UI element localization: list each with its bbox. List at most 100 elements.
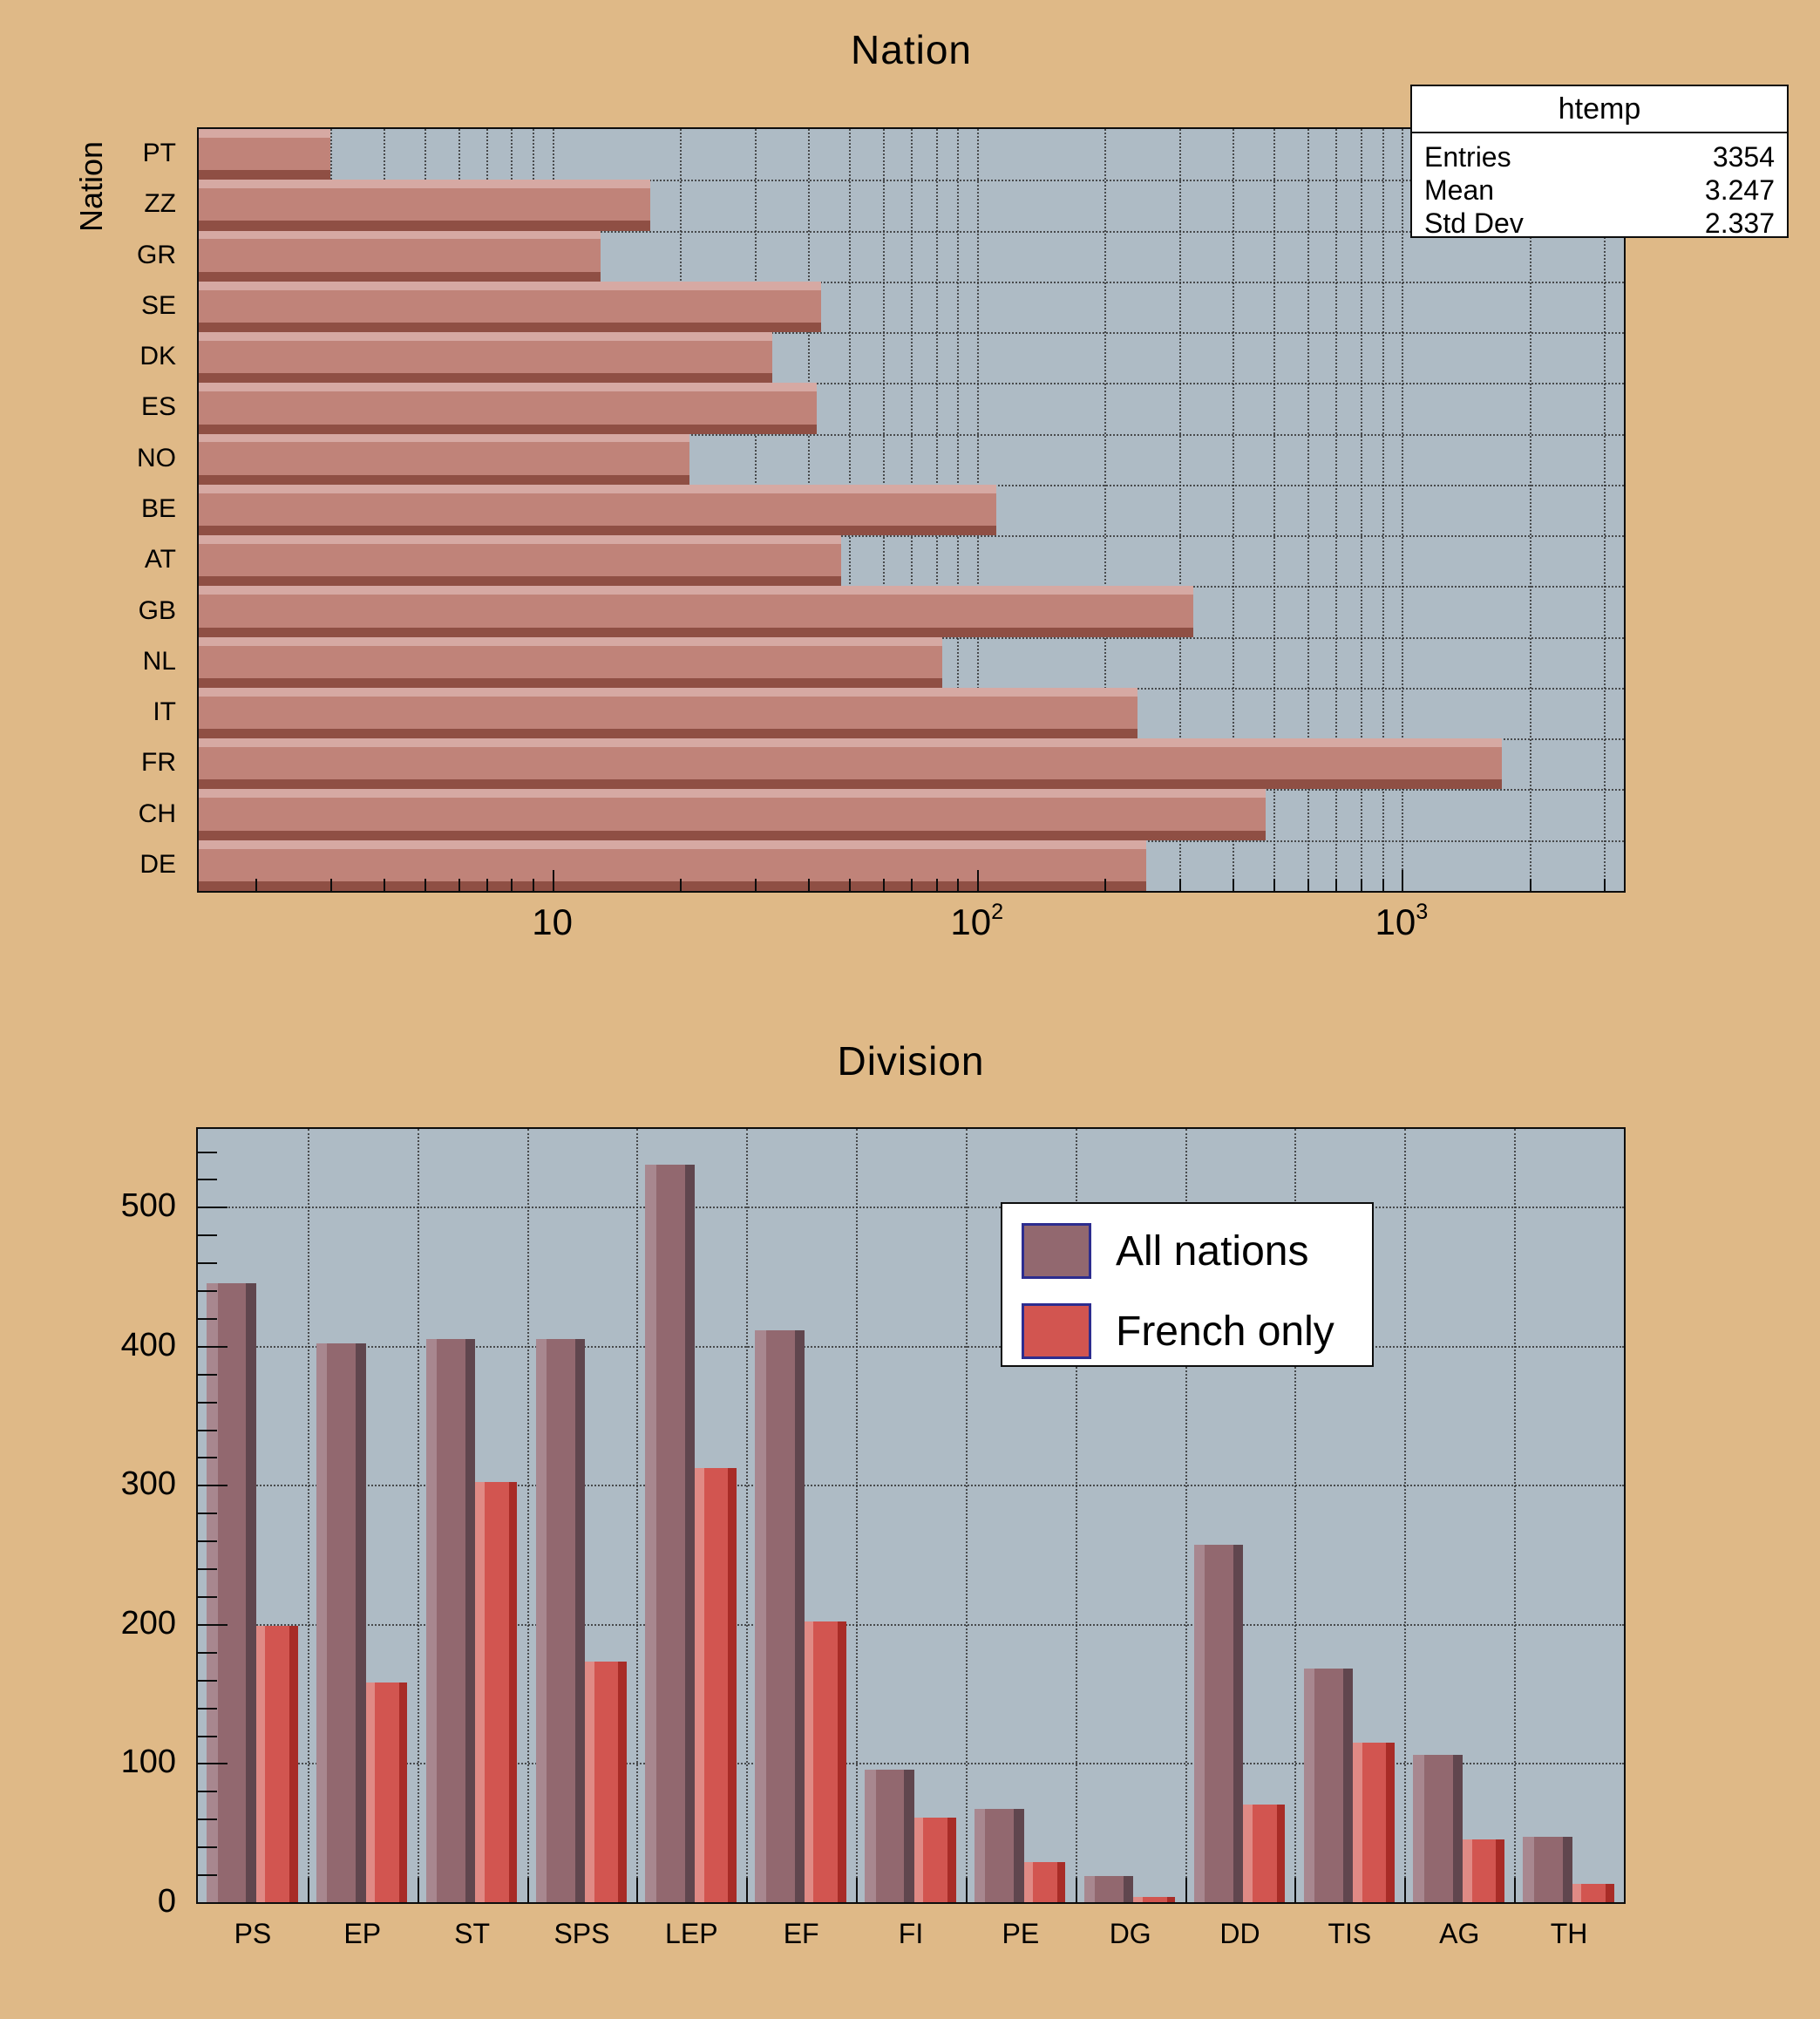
- nation-x-tick-label: 103: [1375, 900, 1429, 942]
- bar-strip-body: [1033, 1861, 1057, 1902]
- division-y-minor-tick: [198, 1791, 217, 1793]
- stats-value: 3354: [1712, 141, 1775, 173]
- stats-row: Mean 3.247: [1424, 173, 1775, 207]
- bar-strip-dark: [199, 526, 996, 536]
- nation-row-label-NL: NL: [142, 646, 176, 676]
- bar-strip-body: [199, 645, 943, 678]
- division-x-label-TH: TH: [1550, 1918, 1588, 1949]
- division-gridline-cat: [965, 1129, 968, 1902]
- division-x-label-SPS: SPS: [553, 1918, 610, 1949]
- division-bar-french-FI: [913, 1817, 956, 1902]
- nation-row-label-BE: BE: [140, 494, 176, 523]
- division-y-minor-tick: [198, 1373, 217, 1376]
- division-x-label-EF: EF: [783, 1918, 819, 1949]
- bar-strip-light: [585, 1662, 594, 1902]
- nation-gridline-row: [199, 230, 1624, 233]
- division-bar-all-EP: [316, 1343, 366, 1902]
- bar-strip-dark: [199, 271, 601, 282]
- nation-gridline-x: [1604, 129, 1606, 891]
- legend-swatch: [1022, 1223, 1091, 1279]
- bar-strip-dark: [618, 1662, 628, 1902]
- bar-strip-dark: [1233, 1545, 1244, 1902]
- division-gridline-y: [198, 1763, 1624, 1765]
- bar-strip-light: [1523, 1837, 1534, 1902]
- nation-x-minor-tick: [849, 879, 852, 891]
- nation-gridline-x: [1104, 129, 1107, 891]
- division-cat-tick: [636, 1878, 639, 1902]
- bar-strip-body: [1581, 1884, 1606, 1902]
- division-gridline-y: [198, 1207, 1624, 1209]
- nation-bar-PT: [199, 129, 330, 180]
- nation-gridline-x: [1401, 129, 1403, 891]
- bar-strip-body: [199, 239, 601, 272]
- division-bar-all-EF: [755, 1330, 805, 1902]
- bar-strip-body: [199, 493, 996, 527]
- nation-bar-BE: [199, 484, 996, 536]
- nation-row-label-GR: GR: [137, 240, 176, 269]
- division-y-minor-tick: [198, 1513, 217, 1515]
- nation-bar-CH: [199, 789, 1266, 840]
- division-y-label: 100: [120, 1744, 176, 1781]
- division-y-major-tick: [198, 1345, 228, 1348]
- bar-strip-light: [199, 535, 842, 545]
- bar-strip-body: [813, 1621, 839, 1902]
- bar-strip-light: [199, 840, 1146, 849]
- division-bar-all-TH: [1523, 1837, 1572, 1902]
- division-x-label-DD: DD: [1219, 1918, 1260, 1949]
- bar-strip-light: [316, 1343, 328, 1902]
- division-bar-all-PS: [207, 1283, 256, 1902]
- bar-strip-dark: [794, 1330, 805, 1902]
- nation-x-minor-tick: [486, 879, 489, 891]
- nation-x-major-tick: [1401, 870, 1403, 891]
- bar-strip-light: [207, 1283, 218, 1902]
- nation-gridline-x: [1335, 129, 1338, 891]
- division-gridline-cat: [417, 1129, 419, 1902]
- bar-strip-body: [199, 848, 1146, 881]
- bar-strip-dark: [199, 627, 1194, 637]
- bar-strip-light: [645, 1165, 656, 1902]
- bar-strip-dark: [199, 474, 689, 485]
- bar-strip-dark: [246, 1283, 256, 1902]
- bar-strip-body: [923, 1817, 948, 1902]
- division-bar-all-SPS: [535, 1338, 586, 1902]
- division-cat-tick: [1294, 1878, 1297, 1902]
- bar-strip-light: [535, 1338, 547, 1902]
- bar-strip-dark: [199, 373, 773, 384]
- bar-strip-body: [484, 1482, 509, 1902]
- bar-strip-light: [199, 789, 1266, 799]
- division-y-minor-tick: [198, 1540, 217, 1543]
- division-bar-french-DG: [1133, 1896, 1176, 1902]
- division-y-minor-tick: [198, 1568, 217, 1571]
- bar-strip-body: [985, 1809, 1015, 1902]
- nation-gridline-row: [199, 535, 1624, 538]
- division-y-minor-tick: [198, 1429, 217, 1431]
- bar-strip-body: [199, 137, 330, 171]
- nation-row-label-SE: SE: [140, 290, 176, 320]
- division-bar-all-PE: [974, 1809, 1024, 1902]
- bar-strip-dark: [1124, 1875, 1134, 1902]
- bar-strip-light: [199, 129, 330, 138]
- nation-x-minor-tick: [533, 879, 535, 891]
- division-y-minor-tick: [198, 1651, 217, 1654]
- bar-strip-light: [1133, 1896, 1143, 1902]
- nation-bar-GB: [199, 586, 1194, 637]
- division-y-major-tick: [198, 1485, 228, 1487]
- stats-row: Std Dev 2.337: [1424, 207, 1775, 240]
- division-y-minor-tick: [198, 1179, 217, 1181]
- bar-strip-body: [199, 289, 822, 323]
- division-x-label-FI: FI: [898, 1918, 924, 1949]
- division-x-label-LEP: LEP: [665, 1918, 718, 1949]
- bar-strip-body: [199, 442, 689, 475]
- legend-entry-all-nations: All nations: [1022, 1216, 1362, 1286]
- division-y-minor-tick: [198, 1846, 217, 1849]
- nation-x-minor-tick: [957, 879, 960, 891]
- nation-x-minor-tick: [1335, 879, 1338, 891]
- nation-x-minor-tick: [1529, 879, 1531, 891]
- nation-x-minor-tick: [1382, 879, 1384, 891]
- division-y-minor-tick: [198, 1401, 217, 1404]
- nation-bar-AT: [199, 535, 842, 587]
- division-cat-tick: [965, 1878, 968, 1902]
- division-gridline-cat: [746, 1129, 749, 1902]
- bar-strip-light: [255, 1625, 266, 1902]
- division-bar-french-TIS: [1353, 1742, 1395, 1902]
